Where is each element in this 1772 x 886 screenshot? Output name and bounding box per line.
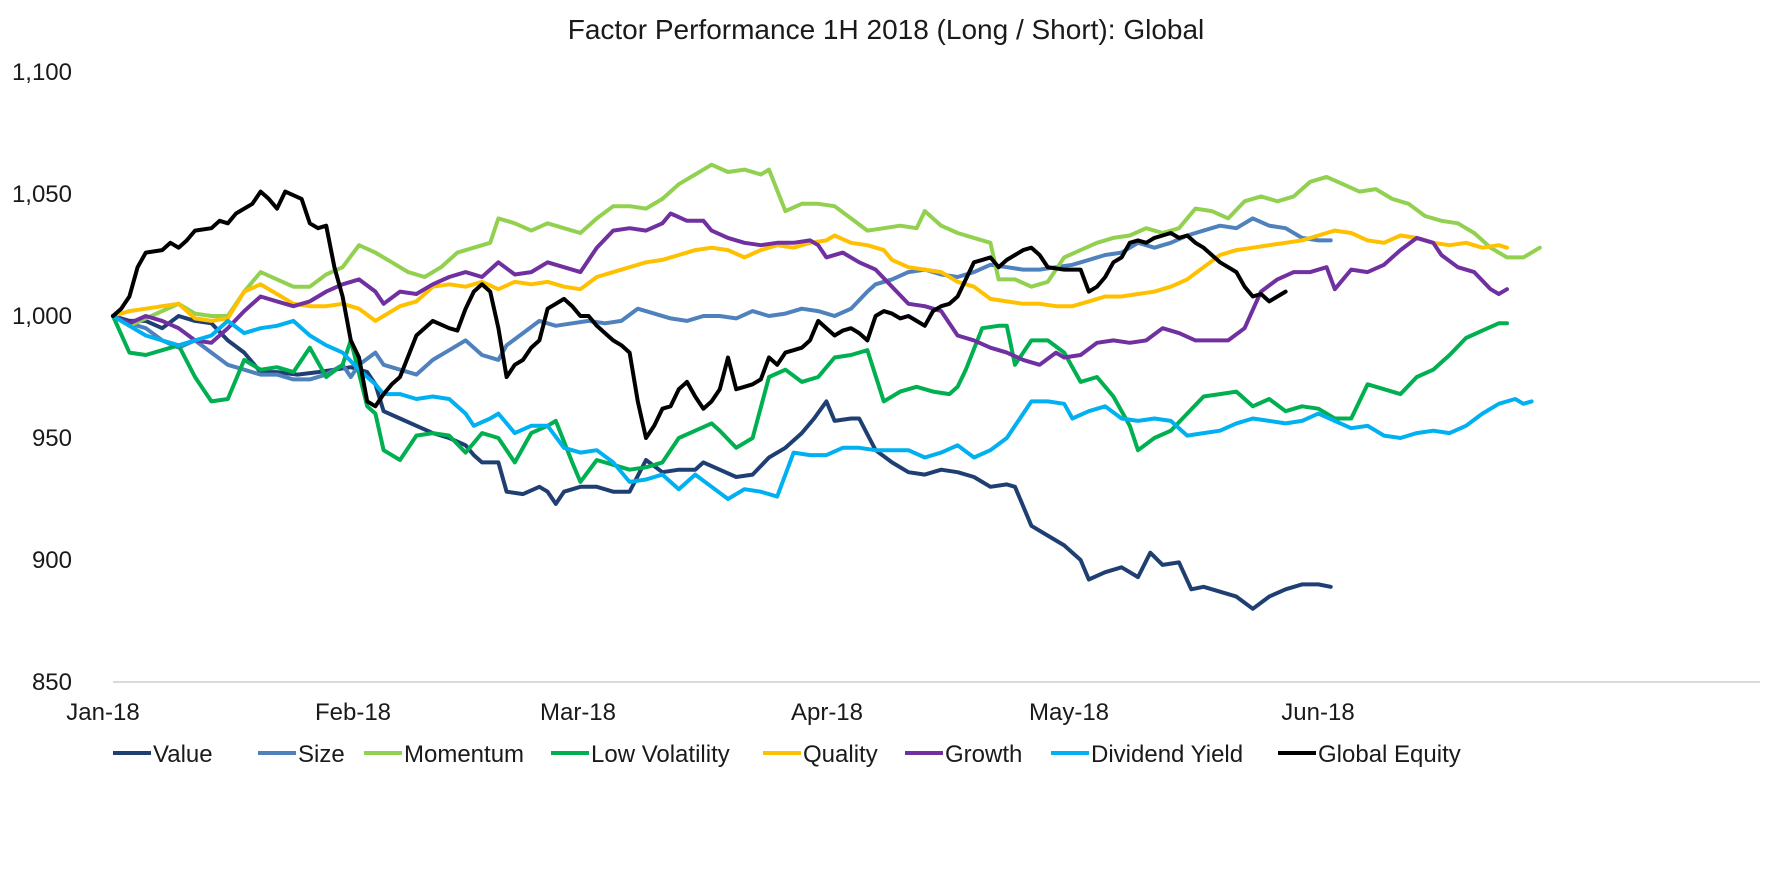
x-tick-label: Feb-18 — [315, 699, 391, 726]
series-line-momentum — [111, 162, 1542, 328]
y-tick-label: 900 — [32, 547, 72, 574]
x-tick-label: Jun-18 — [1281, 699, 1354, 726]
legend-label: Dividend Yield — [1091, 741, 1243, 768]
legend-label: Size — [298, 741, 345, 768]
y-tick-label: 1,000 — [12, 303, 72, 330]
series-line-global-equity — [111, 189, 1288, 440]
legend-label: Low Volatility — [591, 741, 730, 768]
y-axis-labels: 850 900 950 1,000 1,050 1,100 — [12, 59, 72, 696]
legend-item: Dividend Yield — [1051, 741, 1243, 768]
y-tick-label: 850 — [32, 669, 72, 696]
series-line-low-volatility — [111, 314, 1509, 484]
x-tick-label: Mar-18 — [540, 699, 616, 726]
legend-item: Quality — [763, 741, 878, 768]
legend: Value Size Momentum Low Volatility Quality Gr… — [113, 741, 1461, 768]
legend-item: Growth — [905, 741, 1022, 768]
legend-label: Growth — [945, 741, 1022, 768]
legend-item: Momentum — [364, 741, 524, 768]
x-tick-label: May-18 — [1029, 699, 1109, 726]
legend-item: Size — [258, 741, 345, 768]
x-axis-labels: Jan-18 Feb-18 Mar-18 Apr-18 May-18 Jun-18 — [66, 699, 1354, 726]
legend-label: Momentum — [404, 741, 524, 768]
chart-title: Factor Performance 1H 2018 (Long / Short… — [567, 14, 1205, 45]
series-line-dividend-yield — [111, 314, 1534, 501]
y-tick-label: 950 — [32, 425, 72, 452]
legend-item: Value — [113, 741, 213, 768]
series-line-value — [111, 314, 1333, 611]
legend-item: Global Equity — [1278, 741, 1461, 768]
legend-label: Quality — [803, 741, 878, 768]
series-line-growth — [111, 211, 1509, 367]
series-lines — [111, 162, 1542, 611]
y-tick-label: 1,100 — [12, 59, 72, 86]
series-line-quality — [111, 228, 1509, 323]
x-tick-label: Apr-18 — [791, 699, 863, 726]
y-tick-label: 1,050 — [12, 181, 72, 208]
legend-item: Low Volatility — [551, 741, 730, 768]
legend-label: Value — [153, 741, 213, 768]
x-tick-label: Jan-18 — [66, 699, 139, 726]
legend-label: Global Equity — [1318, 741, 1461, 768]
